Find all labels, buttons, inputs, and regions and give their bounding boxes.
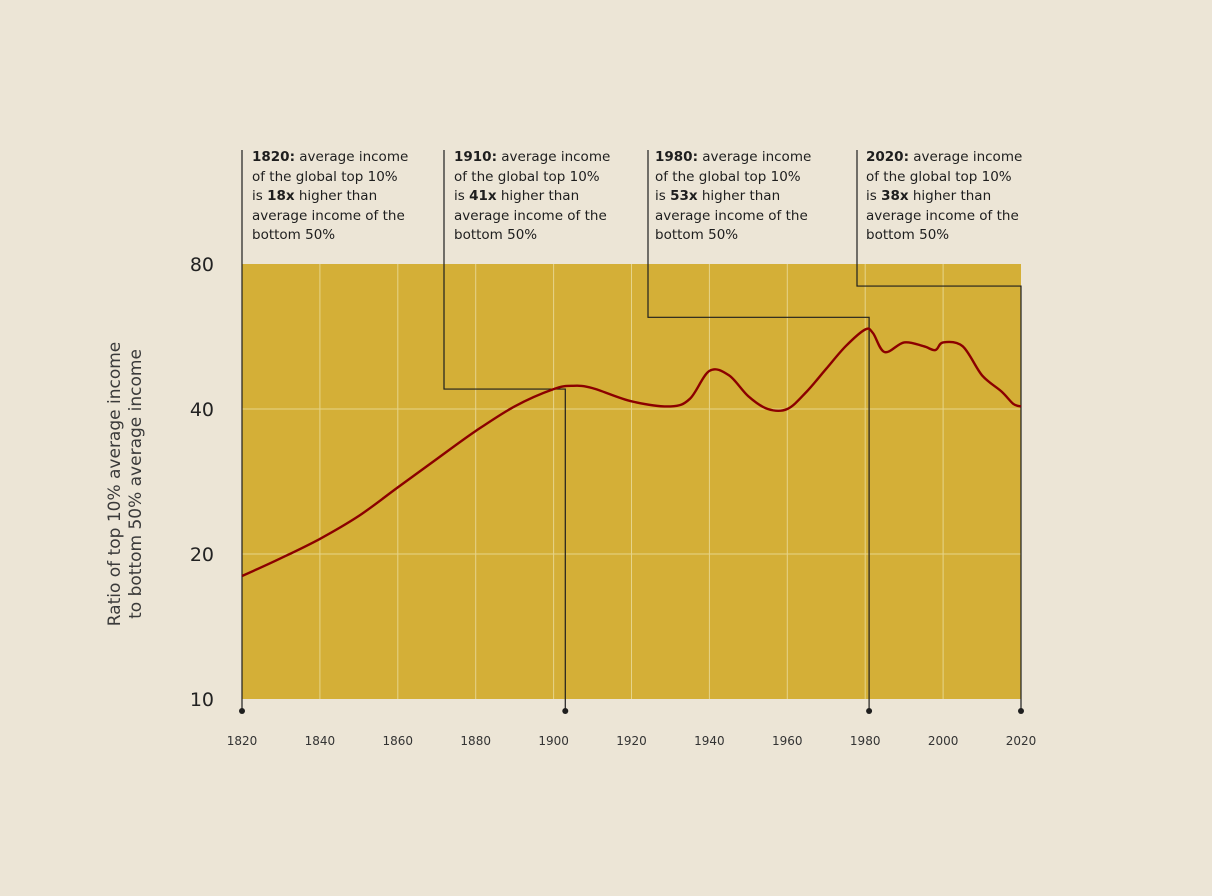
annotation-ratio: 38x xyxy=(881,188,909,204)
x-tick-label: 1840 xyxy=(305,734,336,748)
x-tick-label: 1860 xyxy=(383,734,414,748)
annotation-year: 1910 xyxy=(454,149,492,165)
annotation-year: 1820 xyxy=(252,149,290,165)
y-axis-title-line: to bottom 50% average income xyxy=(126,349,146,619)
annotation-1820: 1820: average income of the global top 1… xyxy=(252,149,409,243)
x-tick-label: 1920 xyxy=(616,734,647,748)
y-tick-label: 40 xyxy=(190,399,214,421)
annotation-text: is xyxy=(655,188,671,204)
annotation-text: higher than xyxy=(294,188,378,204)
annotation-text: of the global top 10% xyxy=(866,168,1012,185)
annotation-leader-line xyxy=(856,150,1022,711)
annotation-text: of the global top 10% xyxy=(655,168,801,185)
x-tick-label: 1820 xyxy=(227,734,258,748)
annotation-text: of the global top 10% xyxy=(252,168,398,185)
x-tick-label: 2020 xyxy=(1006,734,1037,748)
annotation-leader-line xyxy=(647,150,870,711)
annotation-text: average income of the xyxy=(454,207,607,224)
annotation-text: is xyxy=(866,188,882,204)
annotation-marker xyxy=(866,708,873,714)
annotation-ratio: 41x xyxy=(469,188,497,204)
y-tick-label: 10 xyxy=(190,689,214,711)
x-tick-label: 1960 xyxy=(772,734,803,748)
annotation-text: average income xyxy=(496,149,611,165)
annotation-text: higher than xyxy=(496,188,580,204)
annotation-text: is xyxy=(252,188,268,204)
annotation-ratio: 53x xyxy=(670,188,698,204)
annotation-text: bottom 50% xyxy=(454,227,538,243)
annotation-2020: 2020: average income of the global top 1… xyxy=(866,149,1023,243)
series-line xyxy=(241,327,1022,578)
annotation-text: average income of the xyxy=(655,207,808,224)
annotation-year: 1980 xyxy=(655,149,693,165)
annotation-marker xyxy=(239,708,245,714)
annotation-text: of the global top 10% xyxy=(454,168,600,185)
annotation-marker xyxy=(1018,708,1024,714)
annotation-text: is xyxy=(454,188,470,204)
annotation-text: average income of the xyxy=(252,207,405,224)
annotation-text: bottom 50% xyxy=(252,227,336,243)
y-tick-label: 80 xyxy=(190,254,214,276)
annotation-marker xyxy=(562,708,569,714)
annotation-text: average income xyxy=(697,149,812,165)
annotation-1910: 1910: average income of the global top 1… xyxy=(454,149,611,243)
annotation-text: bottom 50% xyxy=(866,227,950,243)
x-tick-label: 1880 xyxy=(460,734,491,748)
annotation-1980: 1980: average income of the global top 1… xyxy=(655,149,812,243)
annotation-ratio: 18x xyxy=(267,188,295,204)
y-tick-label: 20 xyxy=(190,544,214,566)
annotation-text: average income of the xyxy=(866,207,1019,224)
annotation-text: average income xyxy=(294,149,409,165)
y-axis-title: Ratio of top 10% average income to botto… xyxy=(105,342,147,627)
annotation-text: higher than xyxy=(697,188,781,204)
x-tick-label: 1940 xyxy=(694,734,725,748)
annotation-year: 2020 xyxy=(866,149,904,165)
x-tick-label: 2000 xyxy=(928,734,959,748)
annotation-leader-line xyxy=(443,150,566,711)
x-tick-label: 1980 xyxy=(850,734,881,748)
x-tick-label: 1900 xyxy=(538,734,569,748)
annotation-text: higher than xyxy=(908,188,992,204)
y-axis-title-line: Ratio of top 10% average income xyxy=(105,341,125,627)
annotation-text: bottom 50% xyxy=(655,227,739,243)
annotation-text: average income xyxy=(908,149,1023,165)
